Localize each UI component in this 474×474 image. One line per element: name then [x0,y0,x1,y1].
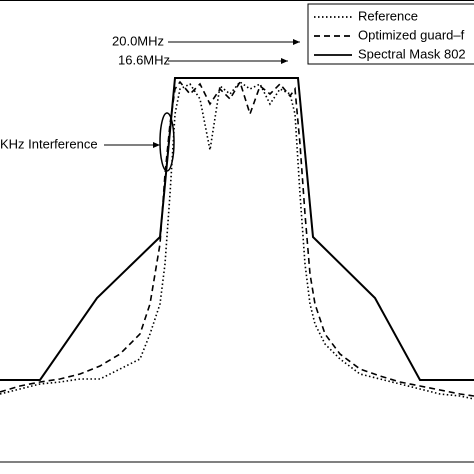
interference-ellipse [159,112,175,172]
legend [307,3,474,65]
series-line [0,77,474,381]
legend-label: Optimized guard–f [358,27,465,42]
annotation: 20.0MHz [112,33,164,48]
series-line [0,80,474,400]
legend-label: Reference [358,8,418,23]
legend-label: Spectral Mask 802 [358,46,466,61]
annotation: 16.6MHz [118,52,170,67]
annotation: KHz Interference [0,136,98,151]
